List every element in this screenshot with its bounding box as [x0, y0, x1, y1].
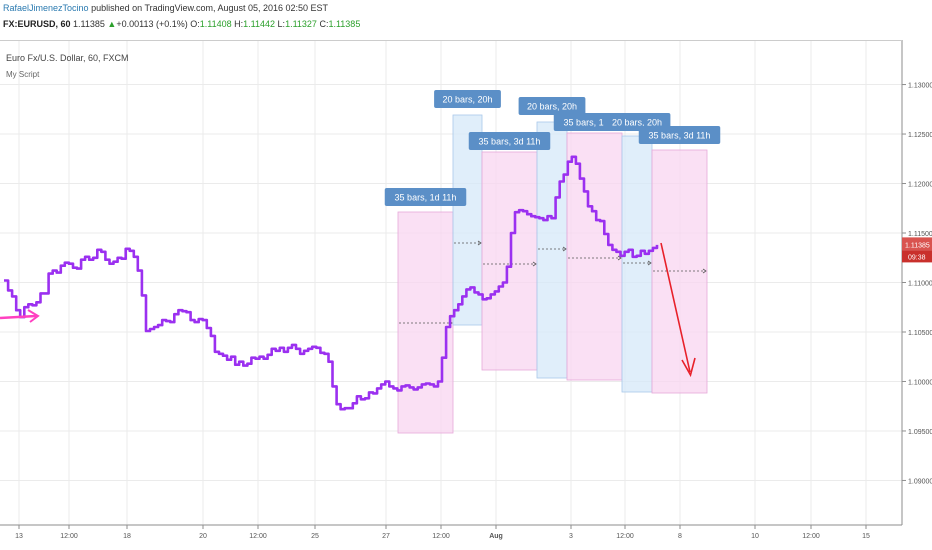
close-label: C: [319, 19, 329, 29]
zone-label-text: 35 bars, 3d 11h [479, 137, 541, 147]
y-tick-label: 1.12500 [908, 132, 932, 139]
price-tags: 1.11385 09:38 [902, 237, 932, 263]
measure-zone [621, 135, 653, 393]
high-value: 1.11442 [243, 19, 276, 29]
zone-midline-arrow-icon [532, 261, 537, 267]
zone-label-text: 20 bars, 20h [612, 118, 662, 128]
x-tick-label: 10 [751, 533, 759, 540]
open-value: 1.11408 [199, 19, 232, 29]
red-arrow-head-icon [681, 357, 696, 378]
y-tick-label: 1.11500 [908, 231, 932, 238]
measure-zone [536, 121, 568, 379]
countdown-tag-text: 09:38 [908, 254, 926, 261]
low-label: L: [277, 19, 286, 29]
zone-label-box [384, 188, 467, 206]
author-link[interactable]: RafaelJimenezTocino [3, 3, 89, 13]
x-tick-label: 18 [123, 533, 131, 540]
annotations [0, 242, 696, 378]
ohlc-line: FX:EURUSD, 60 1.11385 ▲+0.00113 (+0.1%) … [3, 19, 360, 29]
last-price-tag [902, 237, 932, 251]
zone-label-text: 35 bars, 1d 11h [395, 193, 457, 203]
zone-midlines [399, 240, 707, 326]
red-forecast-arrow [660, 242, 691, 373]
zone-midline-arrow-icon [617, 255, 622, 261]
header-bar: RafaelJimenezTocino published on Trading… [0, 0, 932, 40]
x-tick-label: 8 [678, 533, 682, 540]
x-tick-label: 12:00 [60, 533, 78, 540]
published-text: published on TradingView.com, August 05,… [91, 3, 329, 13]
x-tick-label: 27 [382, 533, 390, 540]
y-tick-label: 1.11000 [908, 281, 932, 288]
y-tick-label: 1.09000 [908, 478, 932, 485]
zone-label-text: 20 bars, 20h [527, 102, 577, 112]
magenta-arrow [0, 314, 37, 320]
measure-zone [566, 132, 623, 381]
magenta-arrow-head-icon [27, 309, 40, 323]
symbol-label[interactable]: FX:EURUSD, 60 [3, 19, 71, 29]
x-tick-label: Aug [489, 533, 503, 540]
y-tick-label: 1.13000 [908, 83, 932, 90]
x-tick-label: 12:00 [802, 533, 820, 540]
zone-midline-arrow-icon [647, 260, 652, 266]
zone-label-box [434, 90, 501, 108]
zone-label-text: 35 bars, 3d 11h [649, 131, 711, 141]
x-tick-label: 15 [862, 533, 870, 540]
x-tick-label: 20 [199, 533, 207, 540]
measure-zone [397, 211, 454, 434]
countdown-tag [902, 250, 932, 263]
y-tick-label: 1.10500 [908, 330, 932, 337]
y-tick-label: 1.12000 [908, 182, 932, 189]
chart-title: Euro Fx/U.S. Dollar, 60, FXCM [6, 53, 129, 63]
x-tick-label: 12:00 [432, 533, 450, 540]
x-axis[interactable]: 13 12:00 18 20 12:00 25 27 12:00 Aug 3 12:00 8 10 12:… [15, 525, 870, 540]
y-tick-label: 1.09500 [908, 429, 932, 436]
measure-zones [397, 114, 708, 434]
open-label: O: [190, 19, 200, 29]
last-price: 1.11385 [73, 19, 105, 29]
up-triangle-icon: ▲ [107, 19, 117, 29]
zone-midline-arrow-icon [702, 268, 707, 274]
zone-label-text: 20 bars, 20h [442, 95, 492, 105]
zone-label-text: 35 bars, 1d 11h [564, 118, 626, 128]
zone-midline-arrow-icon [477, 240, 482, 246]
x-tick-label: 12:00 [249, 533, 267, 540]
last-price-tag-text: 1.11385 [905, 242, 930, 249]
publish-line: RafaelJimenezTocino published on Trading… [3, 3, 328, 13]
x-tick-label: 12:00 [616, 533, 634, 540]
price-series [4, 155, 659, 411]
zone-label-box [518, 97, 586, 115]
grid-lines [0, 40, 902, 525]
high-label: H: [234, 19, 244, 29]
x-tick-label: 25 [311, 533, 319, 540]
y-axis[interactable]: 1.13000 1.12500 1.12000 1.11500 1.11000 1.105… [902, 83, 932, 486]
price-line [4, 155, 659, 411]
low-value: 1.11327 [285, 19, 317, 29]
close-value: 1.11385 [328, 19, 361, 29]
chart-subtitle: My Script [6, 70, 40, 79]
measure-zone [651, 149, 708, 394]
zone-midline-arrow-icon [562, 246, 567, 252]
zone-label-box [468, 132, 551, 150]
zone-label-box [638, 126, 721, 144]
y-tick-label: 1.10000 [908, 379, 932, 386]
measure-zone [481, 151, 538, 371]
x-tick-label: 13 [15, 533, 23, 540]
price-change: +0.00113 (+0.1%) [116, 19, 188, 29]
x-tick-label: 3 [569, 533, 573, 540]
